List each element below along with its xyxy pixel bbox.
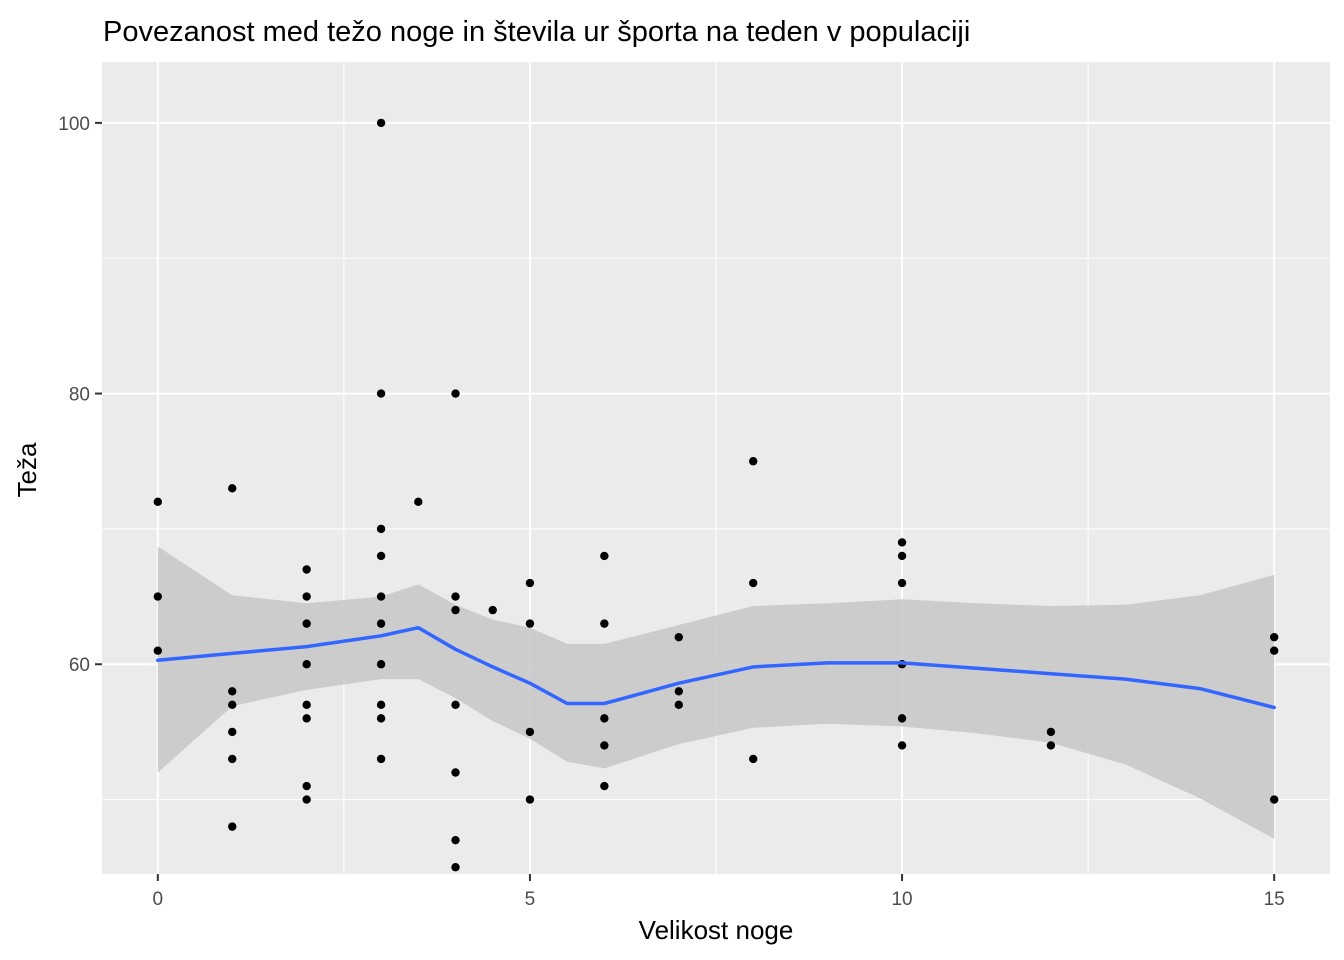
data-point [1269, 795, 1279, 804]
data-point [674, 700, 683, 710]
y-axis-title: Teža [12, 442, 42, 497]
data-point [749, 457, 758, 466]
data-point [228, 687, 237, 696]
data-point [228, 484, 237, 493]
data-point [414, 497, 423, 507]
data-point [302, 700, 311, 710]
data-point [376, 592, 386, 601]
data-point [488, 605, 497, 615]
y-tick-label: 80 [69, 385, 90, 406]
data-point [674, 687, 683, 696]
data-point [749, 754, 758, 764]
y-tick-label: 100 [58, 114, 90, 135]
data-point [674, 632, 683, 642]
data-point [451, 768, 460, 777]
data-point [302, 619, 311, 628]
y-tick-label: 60 [69, 655, 90, 676]
x-tick-label: 0 [153, 889, 164, 910]
data-point [376, 524, 386, 534]
data-point [451, 592, 460, 601]
data-point [1046, 741, 1056, 750]
data-point [600, 741, 609, 750]
data-point [228, 727, 237, 737]
data-point [376, 700, 386, 710]
data-point [376, 660, 386, 669]
data-point [376, 619, 386, 628]
data-point [153, 497, 163, 507]
data-point [1269, 646, 1279, 655]
data-point [451, 605, 460, 615]
data-point [600, 551, 609, 561]
data-point [376, 118, 386, 128]
data-points [153, 118, 1279, 872]
data-point [153, 592, 163, 601]
chart-title: Povezanost med težo noge in števila ur š… [103, 16, 970, 48]
data-point [525, 727, 535, 737]
data-point [302, 781, 311, 791]
data-point [525, 619, 535, 628]
data-point [897, 741, 907, 750]
data-point [302, 795, 311, 804]
x-tick-label: 5 [525, 889, 536, 910]
data-point [302, 592, 311, 601]
data-point [376, 389, 386, 398]
axis-ticks [95, 121, 1276, 881]
x-tick-label: 10 [891, 889, 912, 910]
tick-labels: 0 5 10 15 60 80 100 [58, 114, 1284, 910]
data-point [600, 714, 609, 723]
data-point [153, 646, 163, 655]
data-point [1269, 632, 1279, 642]
data-point [897, 538, 907, 547]
data-point [897, 714, 907, 723]
data-point [451, 835, 460, 845]
data-point [600, 619, 609, 628]
smooth-line [156, 625, 1276, 710]
data-point [1046, 727, 1056, 737]
data-point [451, 389, 460, 398]
data-point [600, 781, 609, 791]
data-point [376, 551, 386, 561]
data-point [525, 578, 535, 588]
data-point [228, 700, 237, 710]
data-point [228, 754, 237, 764]
data-point [302, 565, 311, 574]
data-point [228, 822, 237, 831]
data-point [302, 714, 311, 723]
data-point [376, 714, 386, 723]
data-point [897, 578, 907, 588]
data-point [451, 700, 460, 710]
data-point [897, 551, 907, 561]
x-axis-title: Velikost noge [639, 915, 794, 945]
x-tick-label: 15 [1264, 889, 1285, 910]
data-point [749, 578, 758, 588]
data-point [525, 795, 535, 804]
data-point [302, 660, 311, 669]
data-point [451, 863, 460, 872]
data-point [376, 754, 386, 764]
confidence-band [157, 546, 1275, 839]
